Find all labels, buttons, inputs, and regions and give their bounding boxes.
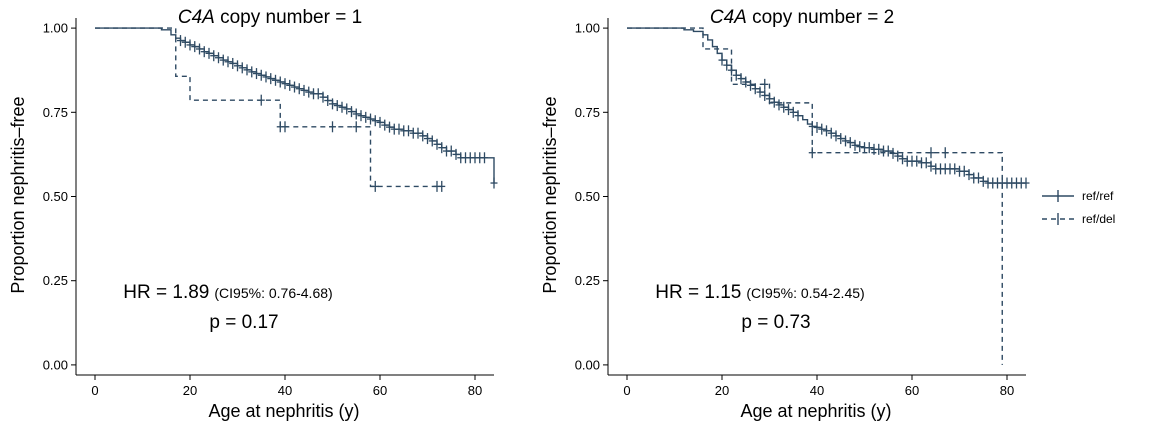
- legend-label-ref-ref: ref/ref: [1082, 189, 1114, 203]
- x-tick-label: 40: [810, 383, 824, 398]
- y-tick-label: 0.25: [575, 273, 600, 288]
- panel-title: C4A copy number = 2: [710, 7, 894, 28]
- y-tick-label: 0.00: [43, 357, 68, 372]
- y-axis-title: Proportion nephritis–free: [540, 96, 560, 293]
- y-tick-label: 0.50: [43, 189, 68, 204]
- x-axis-title: Age at nephritis (y): [208, 401, 359, 421]
- x-tick-label: 20: [715, 383, 729, 398]
- hazard-ratio-annotation: HR = 1.15 (CI95%: 0.54-2.45): [655, 282, 864, 303]
- curve-ref-del: [627, 27, 1003, 365]
- curve-ref-del: [95, 27, 442, 188]
- y-axis-title: Proportion nephritis–free: [8, 96, 28, 293]
- y-tick-label: 1.00: [43, 21, 68, 36]
- legend: ref/ref ref/del: [1042, 189, 1115, 226]
- x-tick-label: 40: [278, 383, 292, 398]
- y-tick-label: 1.00: [575, 21, 600, 36]
- x-tick-label: 0: [623, 383, 630, 398]
- y-tick-label: 0.25: [43, 273, 68, 288]
- x-axis-title: Age at nephritis (y): [740, 401, 891, 421]
- x-tick-label: 0: [91, 383, 98, 398]
- p-value-annotation: p = 0.73: [741, 312, 810, 333]
- curve-ref-ref: [95, 27, 495, 184]
- curve-ref-ref: [627, 27, 1026, 184]
- legend-label-ref-del: ref/del: [1082, 212, 1115, 226]
- hazard-ratio-annotation: HR = 1.89 (CI95%: 0.76-4.68): [123, 282, 332, 303]
- panel-copy-number-2: C4A copy number = 2 Age at nephritis (y)…: [540, 7, 1030, 421]
- x-tick-label: 60: [373, 383, 387, 398]
- y-tick-label: 0.50: [575, 189, 600, 204]
- panel-title: C4A copy number = 1: [178, 7, 362, 28]
- x-tick-label: 80: [468, 383, 482, 398]
- p-value-annotation: p = 0.17: [209, 312, 278, 333]
- x-tick-label: 60: [905, 383, 919, 398]
- x-tick-label: 20: [183, 383, 197, 398]
- y-tick-label: 0.75: [575, 105, 600, 120]
- y-tick-label: 0.00: [575, 357, 600, 372]
- x-tick-label: 80: [1000, 383, 1014, 398]
- panel-copy-number-1: C4A copy number = 1 Age at nephritis (y)…: [8, 7, 498, 421]
- y-tick-label: 0.75: [43, 105, 68, 120]
